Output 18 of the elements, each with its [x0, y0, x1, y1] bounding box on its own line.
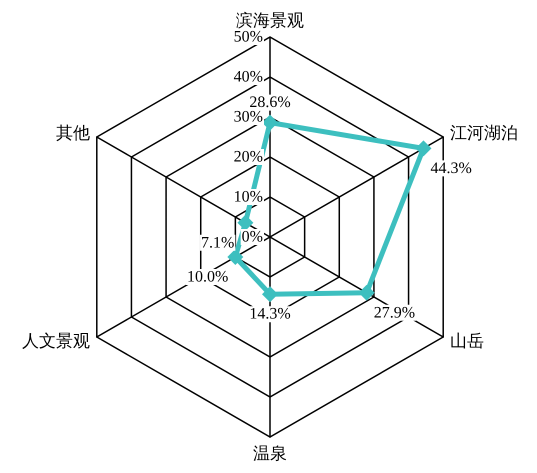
y-tick-label: 30%: [234, 108, 263, 126]
y-tick-label: 0%: [242, 228, 263, 246]
spoke-label: 其他: [56, 124, 90, 142]
y-tick-label: 50%: [234, 28, 263, 46]
data-label: 28.6%: [249, 94, 291, 112]
data-label: 27.9%: [374, 304, 416, 322]
spoke-label: 温泉: [253, 444, 287, 463]
y-tick-label: 10%: [234, 188, 263, 206]
data-label: 44.3%: [430, 160, 472, 177]
spoke-label: 山岳: [450, 332, 484, 350]
y-tick-label: 40%: [234, 68, 263, 86]
data-label: 10.0%: [186, 268, 228, 286]
data-label: 7.1%: [201, 234, 234, 252]
spoke-label: 江河湖泊: [450, 124, 518, 142]
spoke-label: 人文景观: [22, 332, 90, 350]
y-tick-label: 20%: [234, 148, 263, 166]
data-label: 14.3%: [249, 306, 291, 323]
spoke-label: 滨海景观: [236, 11, 304, 30]
